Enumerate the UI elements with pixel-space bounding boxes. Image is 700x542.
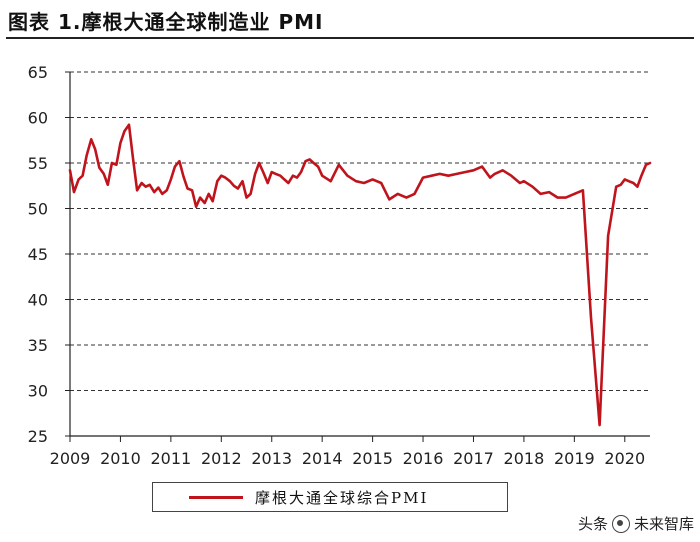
series-lines bbox=[68, 123, 652, 427]
x-tick-label: 2018 bbox=[504, 449, 545, 468]
x-tick-label: 2020 bbox=[604, 449, 645, 468]
series-line-0 bbox=[68, 123, 652, 427]
y-tick-label: 50 bbox=[28, 200, 48, 219]
legend-label: 摩根大通全球综合PMI bbox=[255, 488, 429, 507]
x-tick-label: 2010 bbox=[100, 449, 141, 468]
legend-swatch bbox=[189, 495, 243, 499]
x-tick-label: 2013 bbox=[251, 449, 292, 468]
legend: 摩根大通全球综合PMI bbox=[152, 482, 508, 512]
x-tick-label: 2012 bbox=[201, 449, 242, 468]
y-tick-label: 45 bbox=[28, 245, 48, 264]
watermark: 头条 未来智库 bbox=[578, 513, 694, 534]
y-tick-label: 30 bbox=[28, 382, 48, 401]
y-tick-label: 55 bbox=[28, 154, 48, 173]
title-divider bbox=[6, 37, 694, 39]
x-tick-label: 2015 bbox=[352, 449, 393, 468]
watermark-text-left: 头条 bbox=[577, 515, 608, 533]
chart-title: 图表 1.摩根大通全球制造业 PMI bbox=[8, 10, 324, 34]
x-tick-label: 2019 bbox=[554, 449, 595, 468]
y-tick-label: 40 bbox=[28, 291, 48, 310]
x-tick-label: 2009 bbox=[50, 449, 91, 468]
axes bbox=[65, 71, 650, 442]
x-tick-label: 2014 bbox=[302, 449, 343, 468]
y-tick-label: 60 bbox=[28, 109, 48, 128]
x-tick-labels: 2009 2010 2011 2012 2013 2014 2015 2016 2017 2018… bbox=[50, 449, 646, 468]
wechat-icon bbox=[611, 514, 630, 533]
y-tick-label: 65 bbox=[28, 63, 48, 82]
y-tick-label: 25 bbox=[28, 427, 48, 446]
x-tick-label: 2016 bbox=[403, 449, 444, 468]
watermark-text-right: 未来智库 bbox=[633, 515, 694, 533]
x-tick-label: 2011 bbox=[151, 449, 192, 468]
y-tick-labels: 25 30 35 40 45 50 55 60 65 bbox=[28, 63, 48, 446]
x-tick-label: 2017 bbox=[453, 449, 494, 468]
gridlines bbox=[70, 71, 650, 391]
y-tick-label: 35 bbox=[28, 336, 48, 355]
